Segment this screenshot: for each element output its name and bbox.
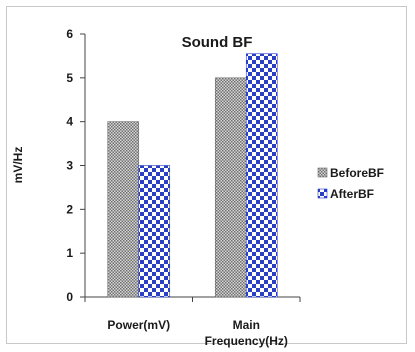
x-axis: Power(mV) Main Frequency(Hz) (84, 296, 301, 348)
x-tick-label: Frequency(Hz) (205, 334, 288, 348)
chart-frame (6, 6, 407, 344)
legend-swatch-beforebf (317, 167, 328, 178)
bar-beforebf-1 (214, 77, 247, 298)
legend-label-afterbf: AfterBF (330, 187, 374, 201)
x-tick-label: Main (233, 318, 260, 332)
y-tick-label: 4 (66, 115, 73, 129)
bar-beforebf-0 (107, 121, 140, 298)
legend-swatch-afterbf (317, 188, 328, 199)
x-tick-label: Power(mV) (107, 318, 170, 332)
chart-title: Sound BF (182, 34, 253, 51)
legend-label-beforebf: BeforeBF (330, 166, 384, 180)
y-tick-label: 6 (66, 27, 73, 41)
y-axis-label: mV/Hz (11, 147, 25, 184)
bar-afterbf-1 (245, 53, 278, 298)
legend: BeforeBF AfterBF (317, 166, 384, 201)
y-tick-label: 5 (66, 71, 73, 85)
y-tick-label: 1 (66, 246, 73, 260)
y-tick-label: 2 (66, 202, 73, 216)
bar-afterbf-0 (138, 165, 171, 298)
y-tick-label: 0 (66, 290, 73, 304)
bars (107, 53, 278, 298)
y-tick-label: 3 (66, 159, 73, 173)
y-axis: 0 1 2 3 4 5 6 (66, 27, 86, 304)
